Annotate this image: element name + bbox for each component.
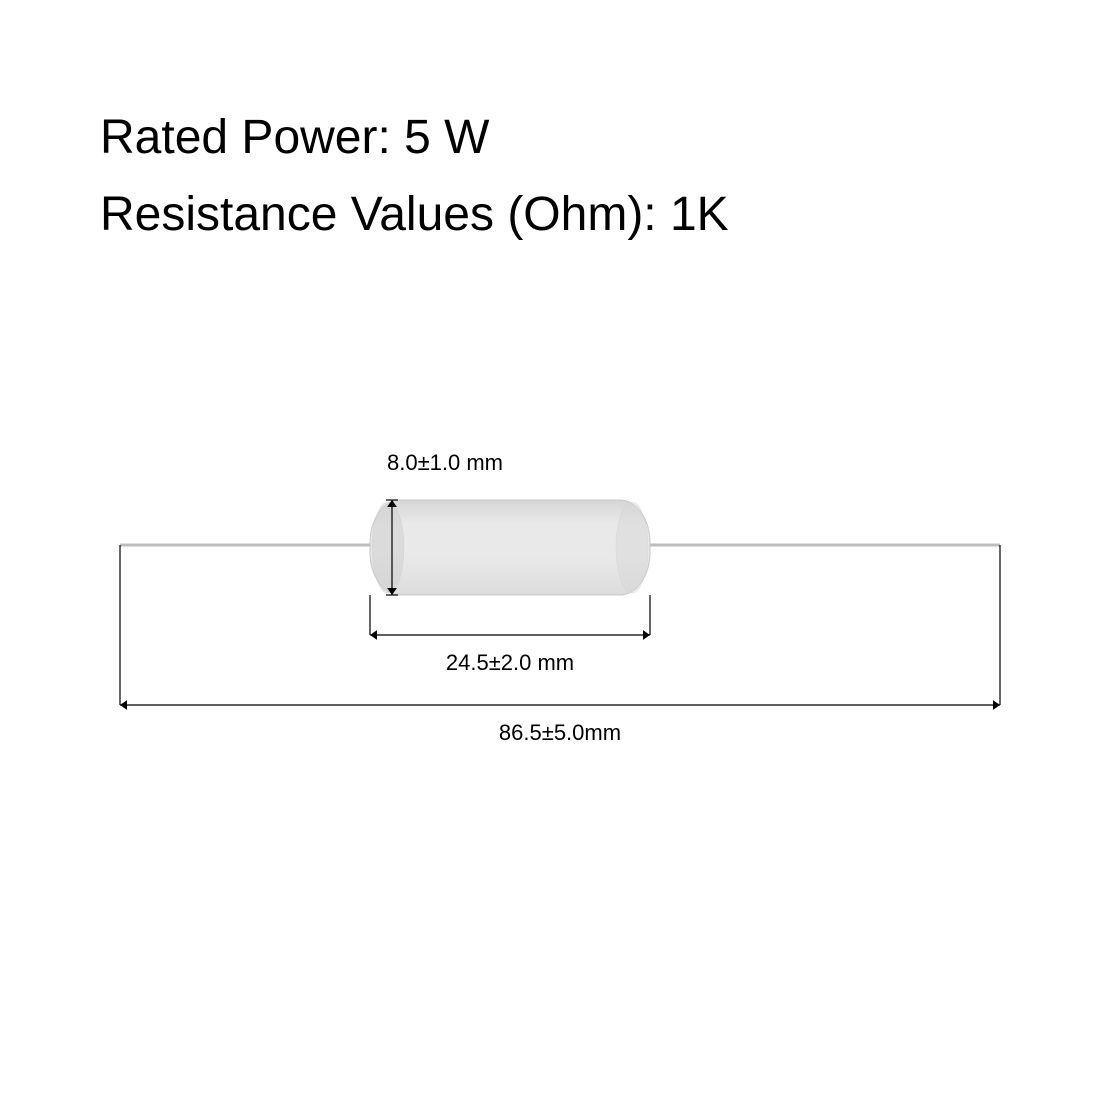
dimension-body-length [370, 595, 650, 640]
dimension-total-length-label: 86.5±5.0mm [499, 720, 621, 745]
resistor-body [370, 500, 650, 595]
resistor-diagram: 8.0±1.0 mm 24.5±2.0 mm 86.5±5.0mm [0, 0, 1100, 1100]
dimension-diameter-label: 8.0±1.0 mm [387, 450, 503, 475]
resistor-cap-right [616, 502, 648, 593]
resistor-cap-left [372, 502, 404, 593]
dimension-body-length-label: 24.5±2.0 mm [446, 650, 574, 675]
